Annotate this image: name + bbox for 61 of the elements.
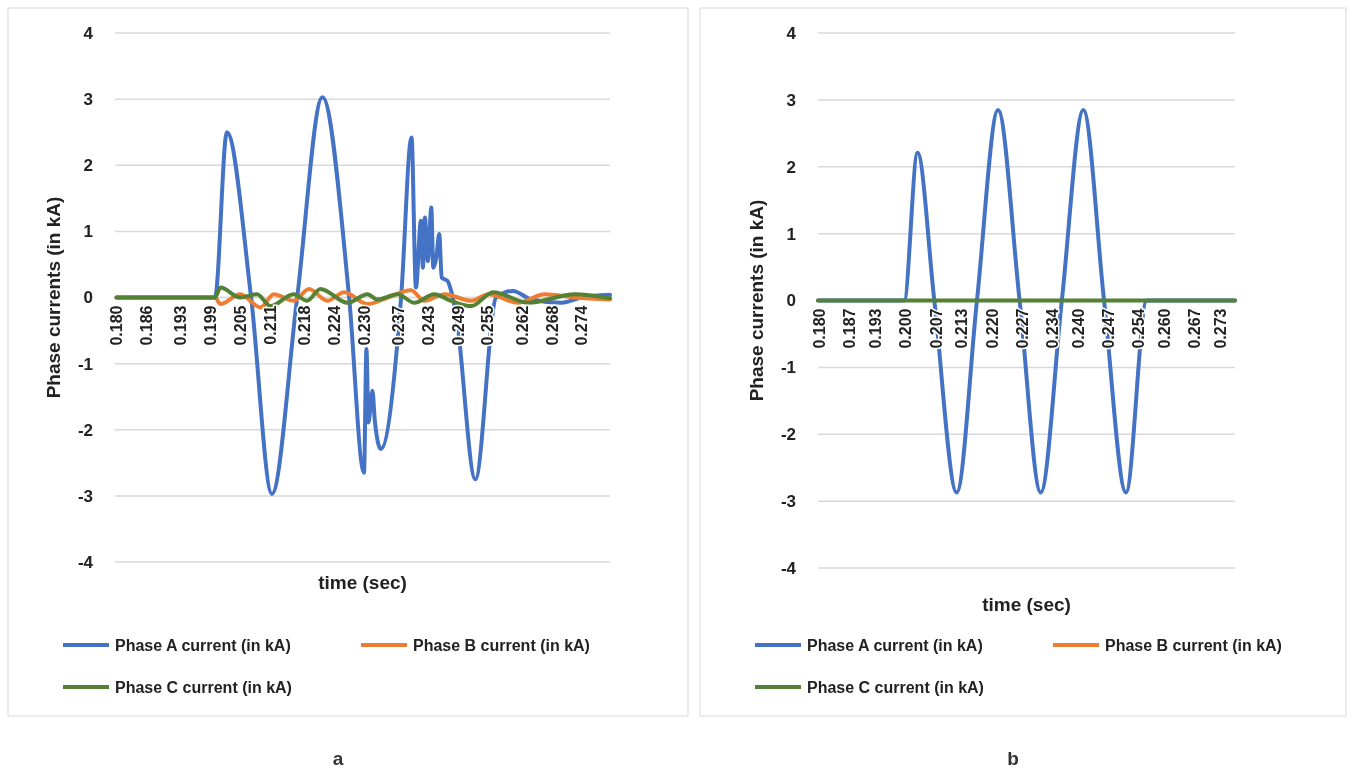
x-tick-label: 0.273 — [1211, 308, 1229, 349]
x-tick-label: 0.247 — [1099, 308, 1117, 349]
y-tick-label: 1 — [83, 222, 93, 242]
y-axis-title: Phase currents (in kA) — [42, 196, 64, 399]
x-tick-label: 0.267 — [1186, 308, 1204, 349]
y-tick-label: -4 — [77, 552, 94, 572]
x-tick-label: 0.211 — [261, 305, 279, 345]
y-tick-label: 0 — [83, 288, 93, 308]
y-tick-label: -4 — [780, 558, 797, 578]
x-tick-label: 0.254 — [1130, 308, 1148, 349]
y-tick-label: 3 — [83, 90, 93, 110]
y-tick-label: 0 — [786, 291, 796, 311]
x-tick-label: 0.200 — [897, 308, 915, 349]
x-tick-label: 0.262 — [513, 305, 531, 346]
x-axis-title: time (sec) — [982, 593, 1071, 615]
x-tick-label: 0.180 — [108, 305, 126, 346]
x-tick-label: 0.243 — [419, 305, 437, 346]
y-tick-label: 3 — [786, 90, 796, 110]
x-tick-label: 0.186 — [137, 305, 155, 346]
x-tick-label: 0.213 — [953, 308, 971, 349]
y-tick-label: -2 — [77, 420, 93, 440]
y-tick-label: -1 — [77, 354, 93, 374]
x-axis-title: time (sec) — [318, 571, 407, 593]
y-tick-label: -2 — [780, 425, 796, 445]
y-tick-label: 2 — [786, 157, 796, 177]
text: b — [1007, 747, 1019, 769]
legend-label: Phase B current (in kA) — [413, 636, 590, 654]
x-tick-label: 0.193 — [867, 308, 885, 349]
x-tick-label: 0.240 — [1069, 308, 1087, 349]
x-tick-label: 0.180 — [811, 308, 829, 349]
y-tick-label: 4 — [786, 23, 797, 43]
x-tick-label: 0.193 — [172, 305, 190, 346]
y-axis-title: Phase currents (in kA) — [745, 199, 767, 402]
x-tick-label: 0.274 — [573, 305, 591, 346]
x-tick-label: 0.260 — [1155, 308, 1173, 349]
legend-label: Phase A current (in kA) — [807, 636, 983, 654]
legend-label: Phase C current (in kA) — [115, 678, 292, 696]
x-tick-label: 0.220 — [983, 308, 1001, 349]
legend-label: Phase A current (in kA) — [115, 636, 291, 654]
y-tick-label: 1 — [786, 224, 796, 244]
y-tick-label: -3 — [780, 492, 796, 512]
x-tick-label: 0.237 — [390, 305, 408, 346]
x-tick-label: 0.205 — [231, 305, 249, 346]
y-tick-label: 4 — [83, 23, 94, 43]
x-tick-label: 0.199 — [202, 305, 220, 346]
legend-label: Phase B current (in kA) — [1105, 636, 1282, 654]
x-tick-label: 0.230 — [355, 305, 373, 346]
x-tick-label: 0.255 — [479, 305, 497, 346]
y-tick-label: 2 — [83, 156, 93, 176]
x-tick-label: 0.224 — [325, 305, 343, 346]
x-tick-label: 0.218 — [296, 305, 314, 346]
x-tick-label: 0.234 — [1043, 308, 1061, 349]
x-tick-label: 0.207 — [927, 308, 945, 349]
x-tick-label: 0.249 — [449, 305, 467, 346]
x-tick-label: 0.227 — [1013, 308, 1031, 349]
y-tick-label: -1 — [780, 358, 796, 378]
x-tick-label: 0.268 — [543, 305, 561, 346]
text: a — [332, 747, 344, 769]
legend-label: Phase C current (in kA) — [807, 678, 984, 696]
x-tick-label: 0.187 — [841, 308, 859, 349]
y-tick-label: -3 — [77, 486, 93, 506]
